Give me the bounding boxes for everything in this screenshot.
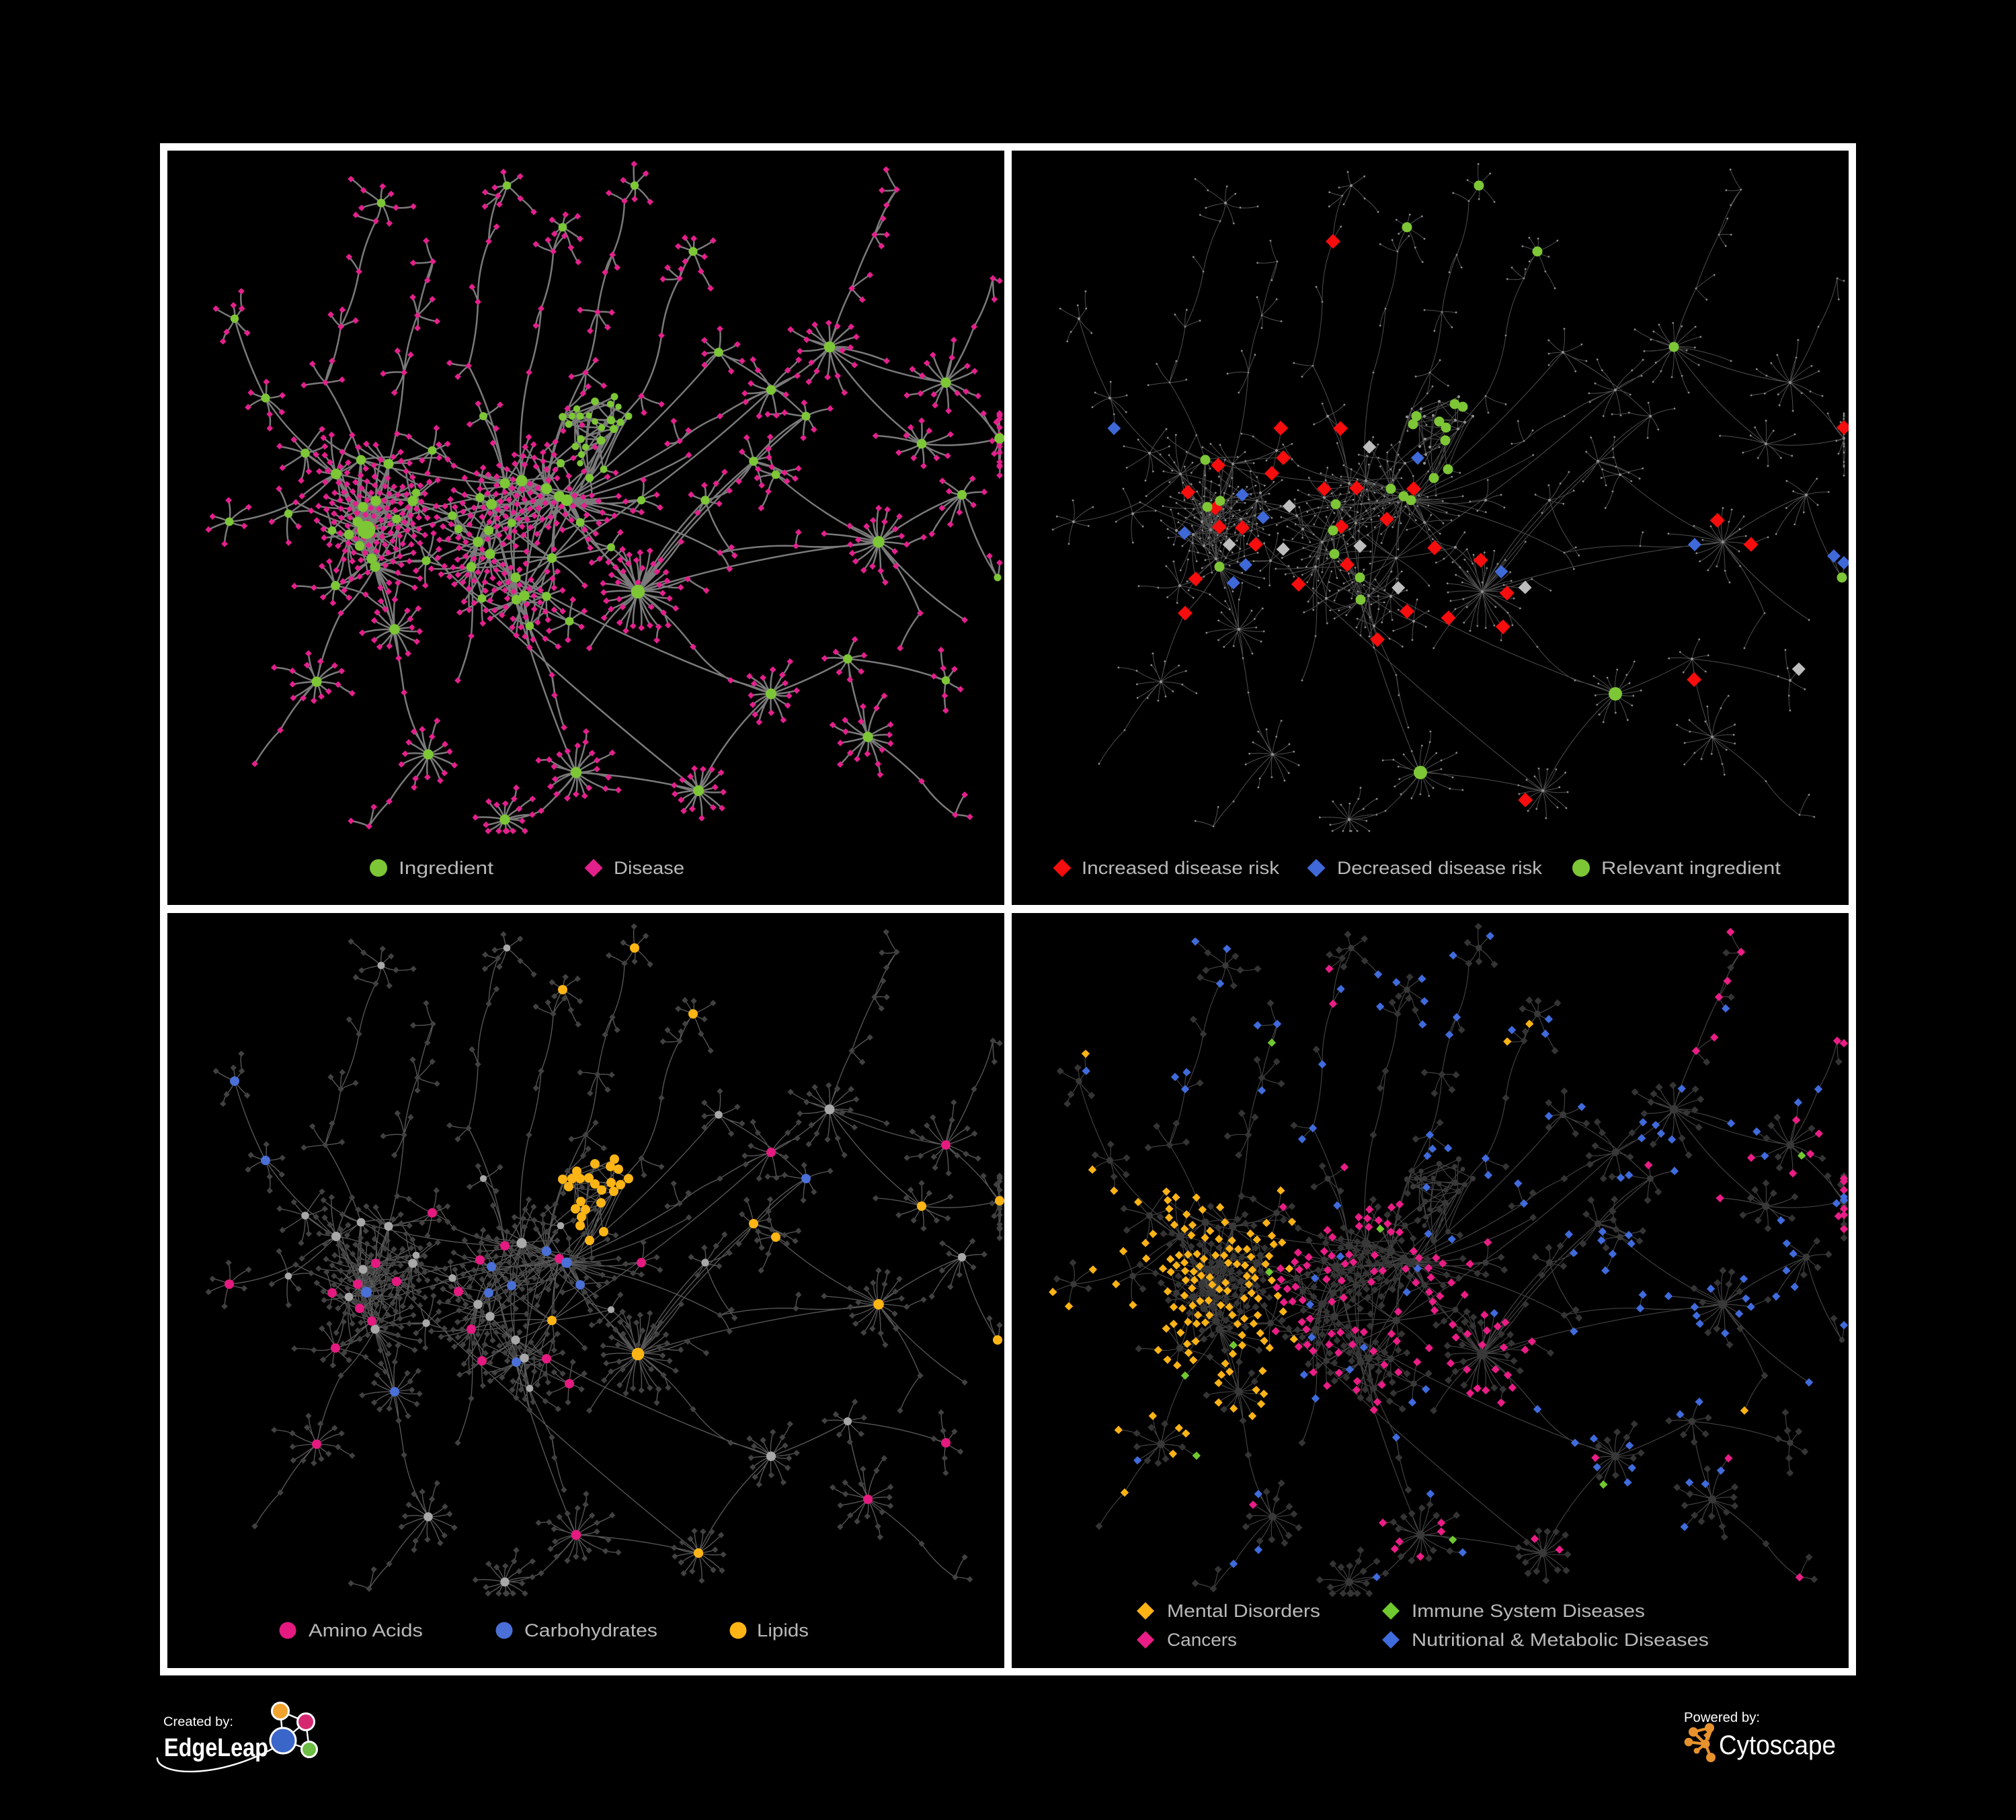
svg-text:Amino Acids: Amino Acids: [309, 1620, 423, 1640]
svg-text:Immune System Diseases: Immune System Diseases: [1412, 1601, 1645, 1621]
svg-text:Cancers: Cancers: [1167, 1630, 1237, 1650]
svg-text:Decreased disease risk: Decreased disease risk: [1337, 858, 1543, 878]
svg-text:Cytoscape: Cytoscape: [1719, 1731, 1836, 1760]
svg-text:Ingredient: Ingredient: [399, 858, 494, 878]
svg-text:Nutritional & Metabolic Diseas: Nutritional & Metabolic Diseases: [1412, 1630, 1709, 1650]
svg-text:Powered by:: Powered by:: [1684, 1710, 1760, 1725]
svg-text:Relevant ingredient: Relevant ingredient: [1601, 858, 1781, 878]
svg-text:Carbohydrates: Carbohydrates: [524, 1620, 657, 1640]
svg-text:Disease: Disease: [614, 858, 684, 878]
svg-text:Lipids: Lipids: [757, 1620, 809, 1640]
svg-text:EdgeLeap: EdgeLeap: [164, 1734, 268, 1762]
svg-text:Increased disease risk: Increased disease risk: [1082, 858, 1280, 878]
svg-text:Mental Disorders: Mental Disorders: [1167, 1601, 1320, 1621]
svg-text:Created by:: Created by:: [163, 1715, 233, 1729]
